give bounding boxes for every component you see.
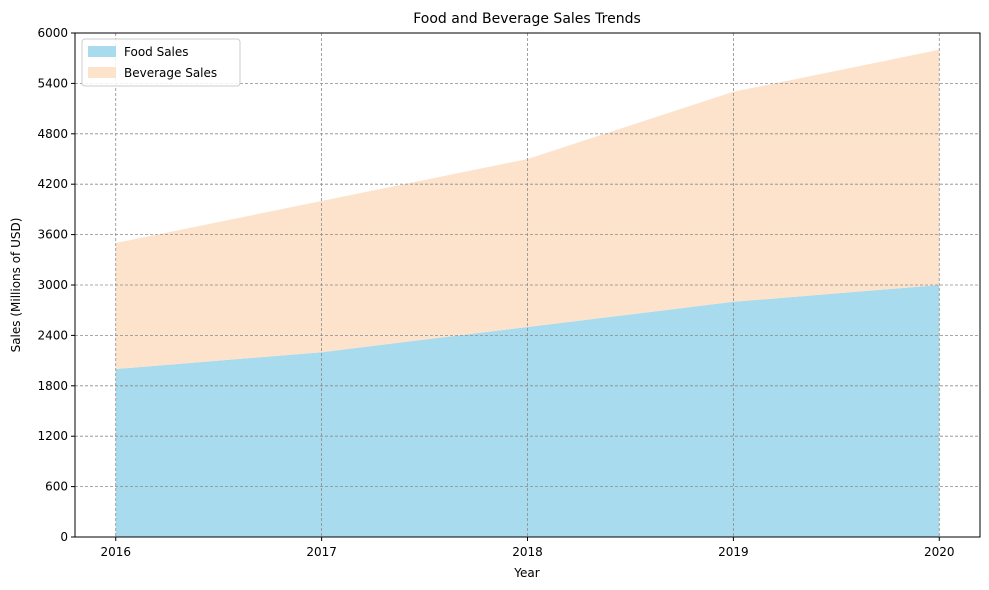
y-tick-label: 4800 — [37, 127, 68, 141]
y-tick-label: 2400 — [37, 328, 68, 342]
x-axis-ticks: 2016 2017 2018 2019 2020 — [100, 537, 955, 559]
legend-label: Beverage Sales — [124, 66, 217, 80]
y-tick-label: 3600 — [37, 228, 68, 242]
legend: Food Sales Beverage Sales — [81, 38, 241, 87]
x-tick-label: 2020 — [924, 545, 955, 559]
x-tick-label: 2018 — [512, 545, 543, 559]
legend-swatch — [88, 46, 116, 57]
x-axis-title: Year — [513, 566, 539, 580]
y-axis-title: Sales (Millions of USD) — [9, 218, 23, 353]
legend-label: Food Sales — [124, 45, 189, 59]
y-tick-label: 5400 — [37, 76, 68, 90]
y-tick-label: 1200 — [37, 429, 68, 443]
y-tick-label: 4200 — [37, 177, 68, 191]
y-tick-label: 0 — [60, 530, 68, 544]
legend-swatch — [88, 67, 116, 78]
x-tick-label: 2019 — [718, 545, 749, 559]
y-tick-label: 3000 — [37, 278, 68, 292]
y-tick-label: 1800 — [37, 379, 68, 393]
chart-title: Food and Beverage Sales Trends — [413, 11, 641, 27]
y-axis-ticks: 0 600 1200 1800 2400 3000 3600 4200 4800 5400 6000 — [37, 26, 75, 544]
legend-box — [81, 38, 241, 87]
y-tick-label: 6000 — [37, 26, 68, 40]
y-tick-label: 600 — [45, 480, 68, 494]
x-tick-label: 2016 — [100, 545, 131, 559]
x-tick-label: 2017 — [306, 545, 337, 559]
